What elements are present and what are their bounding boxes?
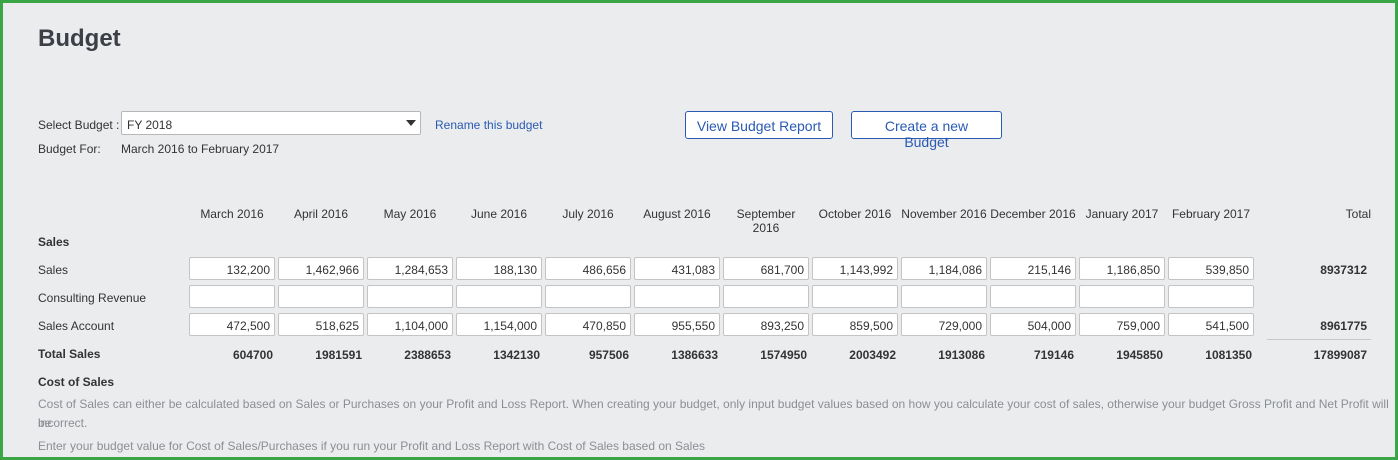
budget-cell-input[interactable]: 472,500 xyxy=(189,313,275,336)
budget-cell-input[interactable]: 504,000 xyxy=(990,313,1076,336)
cost-of-sales-note: incorrect. xyxy=(38,416,88,430)
total-sales-value: 1981591 xyxy=(315,348,362,362)
cost-of-sales-note: Cost of Sales can either be calculated b… xyxy=(38,397,1389,430)
total-sales-value: 2388653 xyxy=(404,348,451,362)
budget-cell-input[interactable]: 893,250 xyxy=(723,313,809,336)
budget-cell-input[interactable] xyxy=(189,285,275,308)
budget-cell-input[interactable] xyxy=(812,285,898,308)
budget-cell-input[interactable]: 1,186,850 xyxy=(1079,257,1165,280)
budget-cell-input[interactable]: 132,200 xyxy=(189,257,275,280)
total-sales-value: 957506 xyxy=(588,348,629,362)
month-column-header: May 2016 xyxy=(383,207,437,221)
budget-select[interactable]: FY 2018 xyxy=(121,111,421,135)
budget-cell-input[interactable]: 729,000 xyxy=(901,313,987,336)
month-column-header: September 2016 xyxy=(736,207,796,235)
budget-cell-input[interactable] xyxy=(634,285,720,308)
total-sales-value: 1342130 xyxy=(493,348,540,362)
total-sales-value: 719146 xyxy=(1033,348,1074,362)
month-column-header: July 2016 xyxy=(562,207,614,221)
month-column-header: November 2016 xyxy=(901,207,987,221)
cost-of-sales-title: Cost of Sales xyxy=(38,375,115,389)
budget-for-label: Budget For: xyxy=(38,142,101,156)
budget-cell-input[interactable] xyxy=(901,285,987,308)
row-total: 8961775 xyxy=(1320,319,1367,333)
budget-for-value: March 2016 to February 2017 xyxy=(121,142,280,156)
budget-cell-input[interactable]: 759,000 xyxy=(1079,313,1165,336)
row-label: Consulting Revenue xyxy=(38,291,147,305)
budget-cell-input[interactable]: 1,143,992 xyxy=(812,257,898,280)
budget-cell-input[interactable]: 539,850 xyxy=(1168,257,1254,280)
select-budget-label: Select Budget : xyxy=(38,118,120,132)
month-column-header: October 2016 xyxy=(818,207,892,221)
rename-budget-link[interactable]: Rename this budget xyxy=(435,118,543,132)
budget-cell-input[interactable]: 215,146 xyxy=(990,257,1076,280)
budget-cell-input[interactable] xyxy=(456,285,542,308)
budget-cell-input[interactable] xyxy=(1168,285,1254,308)
month-column-header: June 2016 xyxy=(470,207,528,221)
budget-cell-input[interactable]: 470,850 xyxy=(545,313,631,336)
budget-cell-input[interactable]: 681,700 xyxy=(723,257,809,280)
create-new-budget-button[interactable]: Create a new Budget xyxy=(851,111,1002,150)
budget-cell-input[interactable]: 859,500 xyxy=(812,313,898,336)
row-label: Sales Account xyxy=(38,319,115,333)
month-column-header: December 2016 xyxy=(990,207,1076,221)
budget-cell-input[interactable]: 1,154,000 xyxy=(456,313,542,336)
month-column-header: March 2016 xyxy=(200,207,264,221)
budget-cell-input[interactable]: 486,656 xyxy=(545,257,631,280)
total-sales-value: 1574950 xyxy=(760,348,807,362)
budget-cell-input[interactable]: 188,130 xyxy=(456,257,542,280)
cost-of-sales-note: Enter your budget value for Cost of Sale… xyxy=(38,439,706,453)
month-column-header: April 2016 xyxy=(293,207,349,221)
budget-cell-input[interactable]: 955,550 xyxy=(634,313,720,336)
view-budget-report-button[interactable]: View Budget Report xyxy=(685,111,833,139)
month-column-header: February 2017 xyxy=(1171,207,1251,221)
budget-cell-input[interactable]: 1,284,653 xyxy=(367,257,453,280)
total-sales-value: 1081350 xyxy=(1205,348,1252,362)
total-sales-value: 1913086 xyxy=(938,348,985,362)
budget-cell-input[interactable] xyxy=(545,285,631,308)
chevron-down-icon xyxy=(406,120,416,126)
total-sales-value: 604700 xyxy=(232,348,273,362)
month-column-header: January 2017 xyxy=(1085,207,1159,221)
budget-cell-input[interactable]: 431,083 xyxy=(634,257,720,280)
section-sales-label: Sales xyxy=(38,235,70,249)
budget-cell-input[interactable]: 541,500 xyxy=(1168,313,1254,336)
total-sales-label: Total Sales xyxy=(38,347,101,361)
total-sales-value: 1386633 xyxy=(671,348,718,362)
budget-cell-input[interactable] xyxy=(278,285,364,308)
budget-cell-input[interactable]: 1,104,000 xyxy=(367,313,453,336)
total-sales-grand-total: 17899087 xyxy=(1313,348,1367,362)
row-total: 8937312 xyxy=(1320,263,1367,277)
budget-cell-input[interactable] xyxy=(367,285,453,308)
budget-select-value: FY 2018 xyxy=(127,118,173,132)
total-sales-value: 1945850 xyxy=(1116,348,1163,362)
budget-cell-input[interactable] xyxy=(990,285,1076,308)
budget-cell-input[interactable]: 1,184,086 xyxy=(901,257,987,280)
total-sales-value: 2003492 xyxy=(849,348,896,362)
budget-cell-input[interactable] xyxy=(723,285,809,308)
row-label: Sales xyxy=(38,263,69,277)
total-divider xyxy=(1267,339,1371,340)
budget-cell-input[interactable]: 518,625 xyxy=(278,313,364,336)
page-title: Budget xyxy=(38,25,121,52)
budget-cell-input[interactable] xyxy=(1079,285,1165,308)
month-column-header: August 2016 xyxy=(643,207,711,221)
budget-cell-input[interactable]: 1,462,966 xyxy=(278,257,364,280)
total-column-header: Total xyxy=(1345,207,1371,221)
